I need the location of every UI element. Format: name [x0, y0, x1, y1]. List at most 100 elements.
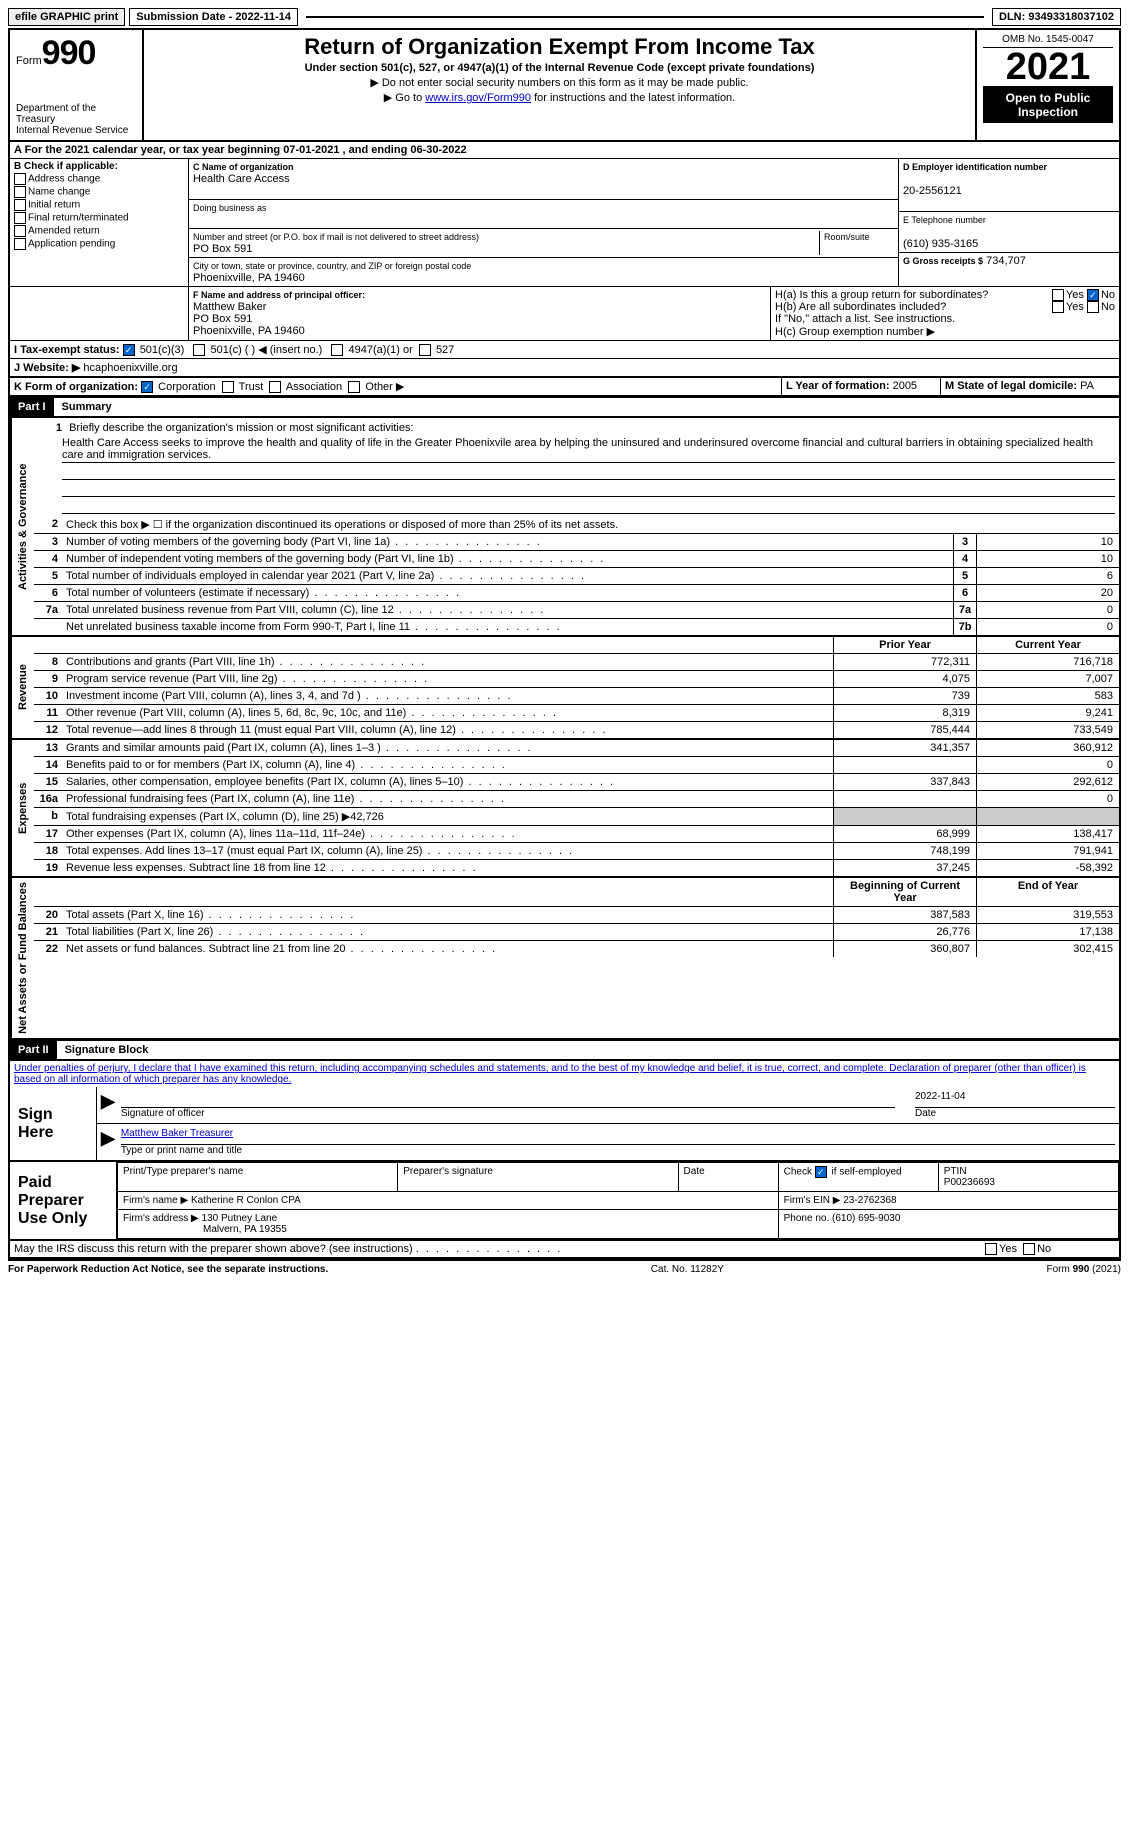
summary-row: 11 Other revenue (Part VIII, column (A),…: [34, 705, 1119, 722]
discuss-yes-checkbox[interactable]: [985, 1243, 997, 1255]
row-current: 360,912: [976, 740, 1119, 756]
discuss-label: May the IRS discuss this return with the…: [14, 1243, 413, 1255]
part2-header: Part II Signature Block: [8, 1040, 1121, 1061]
sig-arrow-icon: ▶: [101, 1091, 115, 1119]
goto-suffix: for instructions and the latest informat…: [531, 92, 735, 104]
discuss-no: No: [1037, 1243, 1051, 1255]
assoc-checkbox[interactable]: [269, 381, 281, 393]
room-label: Room/suite: [824, 232, 870, 242]
box-b-label: B Check if applicable:: [14, 161, 118, 172]
discuss-no-checkbox[interactable]: [1023, 1243, 1035, 1255]
row-desc: Professional fundraising fees (Part IX, …: [62, 791, 833, 807]
box-c: C Name of organizationHealth Care Access…: [189, 159, 899, 286]
row-current: 17,138: [976, 924, 1119, 940]
row-desc: Total fundraising expenses (Part IX, col…: [62, 808, 833, 825]
line-l: L Year of formation: 2005: [782, 378, 941, 395]
initial-return-checkbox[interactable]: [14, 199, 26, 211]
ha-no-checkbox[interactable]: [1087, 289, 1099, 301]
selfemp-label: if self-employed: [832, 1167, 902, 1178]
hb-yes: Yes: [1066, 301, 1084, 313]
form-ref: Form 990 (2021): [1047, 1264, 1122, 1275]
527-checkbox[interactable]: [419, 344, 431, 356]
efile-print-button[interactable]: efile GRAPHIC print: [8, 8, 125, 26]
prep-selfemp: Check if self-employed: [778, 1163, 938, 1192]
row-box: 5: [953, 568, 976, 584]
line-a-row: A For the 2021 calendar year, or tax yea…: [8, 142, 1121, 159]
501c3-checkbox[interactable]: [123, 344, 135, 356]
firm-phone-label: Phone no.: [784, 1213, 830, 1224]
goto-prefix: ▶ Go to: [384, 92, 425, 104]
row-current: -58,392: [976, 860, 1119, 876]
topbar-rule: [306, 16, 984, 18]
row-current: 716,718: [976, 654, 1119, 670]
note-goto: ▶ Go to www.irs.gov/Form990 for instruct…: [150, 91, 969, 104]
other-checkbox[interactable]: [348, 381, 360, 393]
row-current: 583: [976, 688, 1119, 704]
summary-row: 5 Total number of individuals employed i…: [34, 568, 1119, 585]
ha-no: No: [1101, 289, 1115, 301]
phone-label: E Telephone number: [903, 215, 986, 225]
row-prior: 360,807: [833, 941, 976, 957]
addr-change-checkbox[interactable]: [14, 173, 26, 185]
mission-blank2: [62, 480, 1115, 497]
row-num: [34, 619, 62, 635]
summary-row: 21 Total liabilities (Part X, line 26) 2…: [34, 924, 1119, 941]
selfemp-checkbox[interactable]: [815, 1166, 827, 1178]
527-label: 527: [436, 344, 454, 356]
side-net: Net Assets or Fund Balances: [10, 878, 34, 1038]
firm-phone-value: (610) 695-9030: [832, 1213, 900, 1224]
name-change-label: Name change: [28, 187, 90, 198]
org-name-label: C Name of organization: [193, 162, 294, 172]
ptin-cell: PTINP00236693: [938, 1163, 1118, 1192]
form-prefix: Form: [16, 55, 42, 67]
identity-row: B Check if applicable: Address change Na…: [8, 159, 1121, 287]
exp-body: 13 Grants and similar amounts paid (Part…: [34, 740, 1119, 876]
final-return-checkbox[interactable]: [14, 212, 26, 224]
hb-no: No: [1101, 301, 1115, 313]
dln-label: DLN: 93493318037102: [992, 8, 1121, 26]
4947-checkbox[interactable]: [331, 344, 343, 356]
row-desc: Total revenue—add lines 8 through 11 (mu…: [62, 722, 833, 738]
officer-group-row: F Name and address of principal officer:…: [8, 287, 1121, 341]
sign-body: ▶ Signature of officer 2022-11-04Date ▶ …: [96, 1087, 1119, 1160]
hb-no-checkbox[interactable]: [1087, 301, 1099, 313]
ha-yes-checkbox[interactable]: [1052, 289, 1064, 301]
amended-checkbox[interactable]: [14, 225, 26, 237]
assoc-label: Association: [286, 381, 342, 393]
row-val: 0: [976, 602, 1119, 618]
side-rev: Revenue: [10, 637, 34, 738]
line-j: J Website: ▶ hcaphoenixville.org: [10, 359, 1119, 376]
trust-checkbox[interactable]: [222, 381, 234, 393]
summary-row: 18 Total expenses. Add lines 13–17 (must…: [34, 843, 1119, 860]
summary-row: 6 Total number of volunteers (estimate i…: [34, 585, 1119, 602]
corp-checkbox[interactable]: [141, 381, 153, 393]
form-org-label: K Form of organization:: [14, 381, 138, 393]
row-desc: Total unrelated business revenue from Pa…: [62, 602, 953, 618]
prep-date-h: Date: [678, 1163, 778, 1192]
501c-checkbox[interactable]: [193, 344, 205, 356]
summary-row: 12 Total revenue—add lines 8 through 11 …: [34, 722, 1119, 738]
row-current: 138,417: [976, 826, 1119, 842]
sign-here-label: Sign Here: [10, 1087, 96, 1160]
row-num: 7a: [34, 602, 62, 618]
street-value: PO Box 591: [193, 243, 252, 255]
tax-year: 2021: [983, 48, 1113, 87]
perjury-text: Under penalties of perjury, I declare th…: [8, 1061, 1121, 1087]
officer-street: PO Box 591: [193, 313, 252, 325]
firm-addr-label: Firm's address ▶: [123, 1213, 199, 1224]
l1-label: Briefly describe the organization's miss…: [69, 422, 413, 434]
irs-form990-link[interactable]: www.irs.gov/Form990: [425, 92, 531, 104]
box-h: H(a) Is this a group return for subordin…: [771, 287, 1119, 340]
perjury-link: Under penalties of perjury, I declare th…: [14, 1063, 1086, 1085]
other-label: Other ▶: [365, 381, 404, 393]
row-desc: Net assets or fund balances. Subtract li…: [62, 941, 833, 957]
hb-yes-checkbox[interactable]: [1052, 301, 1064, 313]
top-toolbar: efile GRAPHIC print Submission Date - 20…: [8, 8, 1121, 26]
part1-header: Part I Summary: [8, 397, 1121, 418]
website-value: hcaphoenixville.org: [83, 362, 177, 374]
gross-receipts-label: G Gross receipts $: [903, 256, 983, 266]
hb-label: H(b) Are all subordinates included?: [775, 301, 946, 313]
summary-row: 22 Net assets or fund balances. Subtract…: [34, 941, 1119, 957]
app-pending-checkbox[interactable]: [14, 238, 26, 250]
name-change-checkbox[interactable]: [14, 186, 26, 198]
